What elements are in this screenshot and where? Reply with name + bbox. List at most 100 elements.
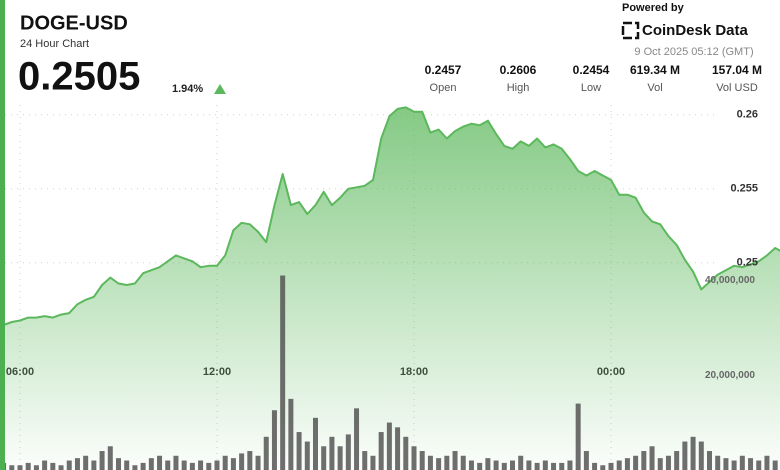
stat-label: High	[507, 82, 530, 94]
volume-bar	[189, 462, 195, 470]
volume-bar	[567, 460, 573, 470]
accent-bar	[0, 0, 5, 470]
volume-bar	[304, 441, 310, 470]
stat-label: Vol USD	[716, 82, 758, 94]
volume-bar	[25, 462, 31, 470]
volume-bar	[444, 455, 450, 470]
volume-bar	[58, 465, 64, 470]
volume-bar	[312, 417, 318, 470]
powered-by: Powered by	[622, 2, 685, 14]
y-tick-label: 0.255	[730, 183, 758, 195]
timestamp: 9 Oct 2025 05:12 (GMT)	[634, 46, 753, 58]
volume-bar	[468, 460, 474, 470]
volume-bar	[723, 458, 729, 470]
volume-bar	[99, 451, 105, 470]
volume-bar	[748, 458, 754, 470]
volume-bar	[140, 462, 146, 470]
plot-area: 06:0012:0018:0000:000.260.2550.2540,000,…	[1, 105, 780, 470]
volume-bar	[411, 446, 417, 470]
volume-bar	[739, 455, 745, 470]
volume-bar	[633, 455, 639, 470]
volume-bar	[362, 451, 368, 470]
volume-bar	[115, 458, 121, 470]
volume-bar	[526, 460, 532, 470]
volume-bar	[452, 451, 458, 470]
volume-bar	[772, 460, 778, 470]
volume-bar	[583, 451, 589, 470]
volume-bar	[378, 432, 384, 470]
volume-bar	[436, 458, 442, 470]
volume-bar	[641, 451, 647, 470]
volume-bar	[17, 465, 23, 470]
stat-value: 0.2606	[500, 63, 537, 77]
volume-bar	[222, 455, 228, 470]
volume-bar	[321, 446, 327, 470]
volume-bar	[649, 446, 655, 470]
volume-bar	[124, 460, 130, 470]
volume-bar	[756, 460, 762, 470]
volume-bar	[698, 441, 704, 470]
stat-value: 0.2454	[573, 63, 610, 77]
volume-bar	[575, 403, 581, 470]
volume-bar	[608, 462, 614, 470]
y-tick-label: 0.25	[737, 257, 758, 269]
volume-bar	[493, 460, 499, 470]
stats: 0.2457 Open 0.2606 High 0.2454 Low 619.34 M Vol…	[425, 63, 762, 94]
volume-bar	[33, 465, 39, 470]
volume-bar	[706, 451, 712, 470]
volume-bar	[518, 455, 524, 470]
volume-bar	[477, 462, 483, 470]
stat-label: Open	[430, 82, 457, 94]
volume-bar	[148, 458, 154, 470]
volume-bar	[42, 460, 48, 470]
volume-bar	[592, 462, 598, 470]
volume-bar	[715, 455, 721, 470]
volume-bar	[403, 436, 409, 470]
volume-bar	[682, 441, 688, 470]
stat-value: 619.34 M	[630, 63, 680, 77]
volume-bar	[657, 458, 663, 470]
volume-bar	[173, 455, 179, 470]
volume-bar	[288, 398, 294, 470]
volume-bar	[624, 458, 630, 470]
volume-bar	[206, 462, 212, 470]
volume-bar	[239, 453, 245, 470]
volume-bar	[181, 460, 187, 470]
chart-subtitle: 24 Hour Chart	[20, 38, 89, 50]
volume-bar	[132, 465, 138, 470]
volume-bar	[616, 460, 622, 470]
volume-bar	[337, 446, 343, 470]
logo-icon	[621, 21, 640, 40]
y2-tick-label: 20,000,000	[705, 370, 755, 381]
volume-bar	[731, 460, 737, 470]
volume-bar	[559, 462, 565, 470]
volume-bar	[263, 436, 269, 470]
volume-bar	[157, 455, 163, 470]
volume-bar	[542, 460, 548, 470]
volume-bar	[354, 408, 360, 470]
volume-bar	[690, 436, 696, 470]
current-price: 0.2505	[18, 55, 140, 99]
volume-bar	[74, 458, 80, 470]
volume-bar	[345, 434, 351, 470]
volume-bar	[230, 458, 236, 470]
stat-value: 0.2457	[425, 63, 462, 77]
stat-label: Low	[581, 82, 601, 94]
stat-label: Vol	[647, 82, 662, 94]
brand-logo	[621, 21, 640, 40]
volume-bar	[674, 451, 680, 470]
volume-bar	[460, 455, 466, 470]
volume-bar	[501, 462, 507, 470]
volume-bar	[551, 462, 557, 470]
volume-bar	[198, 460, 204, 470]
volume-bar	[83, 455, 89, 470]
volume-bar	[534, 462, 540, 470]
y2-tick-label: 40,000,000	[705, 275, 755, 286]
volume-bar	[427, 455, 433, 470]
volume-bar	[247, 451, 253, 470]
volume-bar	[91, 460, 97, 470]
change-up-icon	[214, 84, 226, 94]
volume-bar	[509, 460, 515, 470]
